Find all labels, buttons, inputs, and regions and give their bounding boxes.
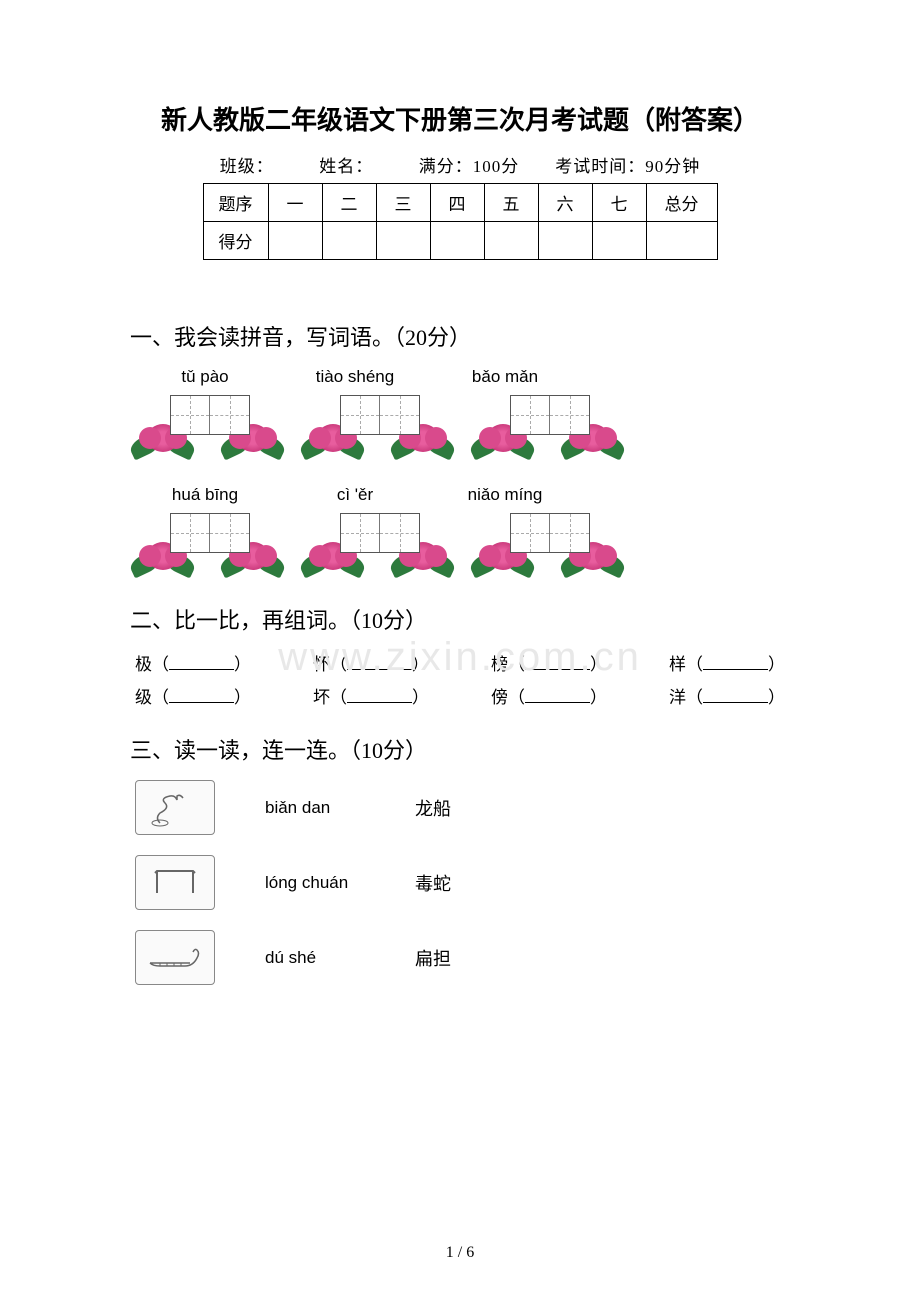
header-cell: 三 <box>376 184 430 222</box>
blank-input[interactable] <box>169 687 234 703</box>
section1-heading: 一、我会读拼音，写词语。（20分） <box>130 320 790 352</box>
blank-input[interactable] <box>169 654 234 670</box>
blank-input[interactable] <box>525 687 590 703</box>
match-word: 龙船 <box>415 795 451 821</box>
match-word: 毒蛇 <box>415 870 451 896</box>
pinyin-label: bǎo mǎn <box>450 367 560 387</box>
header-cell: 五 <box>484 184 538 222</box>
compare-item: 极（） <box>135 650 251 675</box>
pole-icon <box>135 855 215 910</box>
compare-item: 傍（） <box>491 683 607 708</box>
table-row: 得分 <box>203 222 717 260</box>
blank-input[interactable] <box>347 687 412 703</box>
header-cell: 四 <box>430 184 484 222</box>
compare-row: 极（） 怀（） 榜（） 样（） <box>130 650 790 675</box>
score-cell[interactable] <box>592 222 646 260</box>
header-cell: 题序 <box>203 184 268 222</box>
match-pinyin: biǎn dan <box>265 798 365 818</box>
compare-item: 级（） <box>135 683 251 708</box>
score-cell[interactable] <box>268 222 322 260</box>
score-cell[interactable] <box>322 222 376 260</box>
header-cell: 六 <box>538 184 592 222</box>
score-table: 题序 一 二 三 四 五 六 七 总分 得分 <box>203 183 718 260</box>
compare-item: 洋（） <box>669 683 785 708</box>
score-cell[interactable] <box>646 222 717 260</box>
pinyin-row: tǔ pào tiào shéng bǎo mǎn <box>130 367 790 387</box>
pinyin-row: huá bīng cì 'ěr niǎo míng <box>130 485 790 505</box>
blank-input[interactable] <box>703 687 768 703</box>
answer-box[interactable] <box>135 513 280 578</box>
score-cell[interactable] <box>538 222 592 260</box>
flower-row <box>130 513 790 578</box>
pinyin-label: niǎo míng <box>450 485 560 505</box>
page-number: 1 / 6 <box>446 1244 474 1262</box>
dragon-boat-icon <box>135 930 215 985</box>
page-title: 新人教版二年级语文下册第三次月考试题（附答案） <box>130 100 790 137</box>
row-label: 得分 <box>203 222 268 260</box>
section3-heading: 三、读一读，连一连。（10分） <box>130 733 790 765</box>
info-line: 班级： 姓名： 满分：100分 考试时间：90分钟 <box>130 152 790 177</box>
match-row: dú shé 扁担 <box>130 930 790 985</box>
score-cell[interactable] <box>484 222 538 260</box>
match-pinyin: lóng chuán <box>265 873 365 893</box>
score-cell[interactable] <box>376 222 430 260</box>
header-cell: 二 <box>322 184 376 222</box>
pinyin-label: cì 'ěr <box>300 485 410 505</box>
flower-row <box>130 395 790 460</box>
match-row: biǎn dan 龙船 <box>130 780 790 835</box>
answer-box[interactable] <box>135 395 280 460</box>
blank-input[interactable] <box>347 654 412 670</box>
compare-item: 坏（） <box>313 683 429 708</box>
match-row: lóng chuán 毒蛇 <box>130 855 790 910</box>
compare-item: 榜（） <box>491 650 607 675</box>
pinyin-label: tǔ pào <box>150 367 260 387</box>
compare-item: 怀（） <box>313 650 429 675</box>
compare-item: 样（） <box>669 650 785 675</box>
pinyin-label: huá bīng <box>150 485 260 505</box>
blank-input[interactable] <box>703 654 768 670</box>
header-cell: 七 <box>592 184 646 222</box>
compare-row: 级（） 坏（） 傍（） 洋（） <box>130 683 790 708</box>
blank-input[interactable] <box>525 654 590 670</box>
section2-heading: 二、比一比，再组词。（10分） <box>130 603 790 635</box>
score-cell[interactable] <box>430 222 484 260</box>
pinyin-label: tiào shéng <box>300 367 410 387</box>
answer-box[interactable] <box>305 395 450 460</box>
header-cell: 总分 <box>646 184 717 222</box>
match-word: 扁担 <box>415 945 451 971</box>
snake-icon <box>135 780 215 835</box>
answer-box[interactable] <box>305 513 450 578</box>
table-row: 题序 一 二 三 四 五 六 七 总分 <box>203 184 717 222</box>
answer-box[interactable] <box>475 395 620 460</box>
answer-box[interactable] <box>475 513 620 578</box>
match-pinyin: dú shé <box>265 948 365 968</box>
header-cell: 一 <box>268 184 322 222</box>
